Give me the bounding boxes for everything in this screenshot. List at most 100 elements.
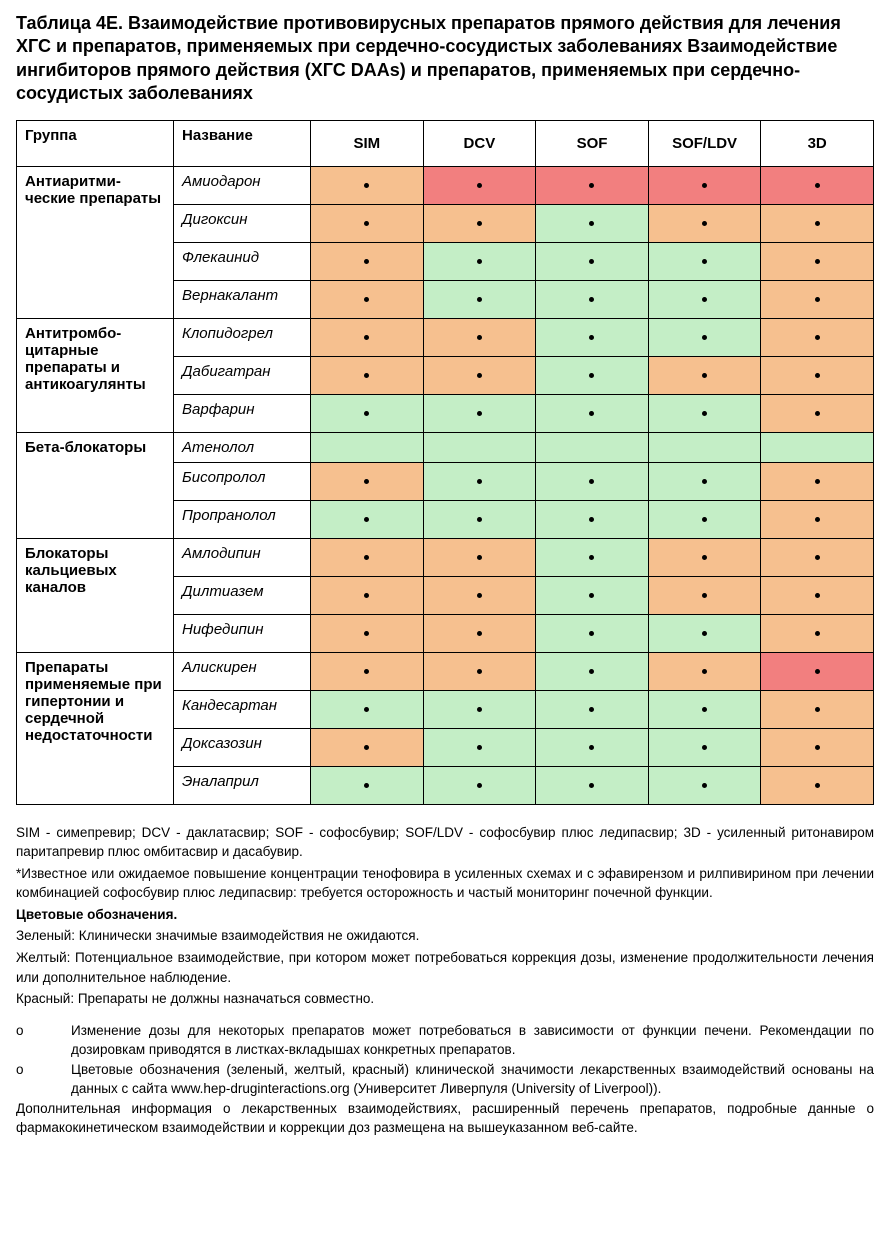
interaction-cell: [423, 204, 536, 242]
interaction-cell: [423, 394, 536, 432]
drug-name-cell: Клопидогрел: [174, 318, 311, 356]
header-drug-3: SOF/LDV: [648, 120, 761, 166]
dot-icon: [815, 183, 820, 188]
drug-name-cell: Бисопролол: [174, 462, 311, 500]
legend-colors-title: Цветовые обозначения.: [16, 905, 874, 925]
interaction-cell: [311, 500, 424, 538]
interaction-cell: [536, 462, 649, 500]
legend-extra: Дополнительная информация о лекарственны…: [16, 1099, 874, 1138]
interaction-cell: [311, 614, 424, 652]
dot-icon: [477, 479, 482, 484]
interaction-table: Группа Название SIM DCV SOF SOF/LDV 3D А…: [16, 120, 874, 805]
drug-name-cell: Дилтиазем: [174, 576, 311, 614]
dot-icon: [702, 783, 707, 788]
dot-icon: [815, 783, 820, 788]
interaction-cell: [761, 576, 874, 614]
dot-icon: [702, 183, 707, 188]
legend-abbr: SIM - симепревир; DCV - даклатасвир; SOF…: [16, 823, 874, 862]
dot-icon: [702, 631, 707, 636]
interaction-cell: [536, 538, 649, 576]
drug-name-cell: Дабигатран: [174, 356, 311, 394]
interaction-cell: [423, 280, 536, 318]
dot-icon: [364, 479, 369, 484]
table-row: Бета-блокаторыАтенолол: [17, 432, 874, 462]
dot-icon: [364, 517, 369, 522]
dot-icon: [702, 669, 707, 674]
interaction-cell: [536, 242, 649, 280]
dot-icon: [589, 297, 594, 302]
dot-icon: [815, 631, 820, 636]
dot-icon: [477, 631, 482, 636]
bullet-mark: o: [16, 1060, 71, 1099]
interaction-cell: [536, 166, 649, 204]
dot-icon: [364, 373, 369, 378]
interaction-cell: [648, 280, 761, 318]
drug-name-cell: Дигоксин: [174, 204, 311, 242]
dot-icon: [477, 745, 482, 750]
dot-icon: [477, 335, 482, 340]
dot-icon: [364, 745, 369, 750]
interaction-cell: [423, 690, 536, 728]
dot-icon: [815, 745, 820, 750]
interaction-cell: [761, 356, 874, 394]
dot-icon: [364, 555, 369, 560]
group-cell: Антиаритми-ческие препараты: [17, 166, 174, 318]
interaction-cell: [311, 394, 424, 432]
interaction-cell: [761, 728, 874, 766]
dot-icon: [364, 297, 369, 302]
interaction-cell: [761, 614, 874, 652]
interaction-cell: [648, 432, 761, 462]
interaction-cell: [536, 432, 649, 462]
interaction-cell: [423, 538, 536, 576]
dot-icon: [702, 297, 707, 302]
interaction-cell: [761, 462, 874, 500]
drug-name-cell: Доксазозин: [174, 728, 311, 766]
interaction-cell: [423, 432, 536, 462]
dot-icon: [815, 479, 820, 484]
interaction-cell: [761, 690, 874, 728]
interaction-cell: [536, 500, 649, 538]
drug-name-cell: Эналаприл: [174, 766, 311, 804]
dot-icon: [364, 259, 369, 264]
interaction-cell: [648, 614, 761, 652]
header-drug-2: SOF: [536, 120, 649, 166]
interaction-cell: [423, 318, 536, 356]
dot-icon: [815, 517, 820, 522]
dot-icon: [702, 707, 707, 712]
dot-icon: [477, 707, 482, 712]
legend-block: SIM - симепревир; DCV - даклатасвир; SOF…: [16, 823, 874, 1138]
table-row: Антитромбо-цитарные препараты и антикоаг…: [17, 318, 874, 356]
interaction-cell: [536, 614, 649, 652]
dot-icon: [589, 373, 594, 378]
dot-icon: [477, 555, 482, 560]
dot-icon: [364, 669, 369, 674]
group-cell: Препараты применяемые при гипертонии и с…: [17, 652, 174, 804]
interaction-cell: [761, 318, 874, 356]
interaction-cell: [423, 728, 536, 766]
dot-icon: [702, 373, 707, 378]
interaction-cell: [311, 166, 424, 204]
interaction-cell: [536, 318, 649, 356]
dot-icon: [702, 411, 707, 416]
dot-icon: [589, 517, 594, 522]
dot-icon: [589, 183, 594, 188]
dot-icon: [815, 555, 820, 560]
interaction-cell: [648, 652, 761, 690]
legend-bullet-1: o Изменение дозы для некоторых препарато…: [16, 1021, 874, 1060]
dot-icon: [364, 631, 369, 636]
dot-icon: [815, 373, 820, 378]
interaction-cell: [311, 766, 424, 804]
interaction-cell: [761, 394, 874, 432]
dot-icon: [702, 335, 707, 340]
interaction-cell: [423, 462, 536, 500]
interaction-cell: [648, 394, 761, 432]
dot-icon: [364, 183, 369, 188]
interaction-cell: [648, 166, 761, 204]
interaction-cell: [761, 432, 874, 462]
interaction-cell: [311, 728, 424, 766]
interaction-cell: [648, 318, 761, 356]
interaction-cell: [648, 356, 761, 394]
header-drug-0: SIM: [311, 120, 424, 166]
dot-icon: [477, 259, 482, 264]
interaction-cell: [311, 204, 424, 242]
